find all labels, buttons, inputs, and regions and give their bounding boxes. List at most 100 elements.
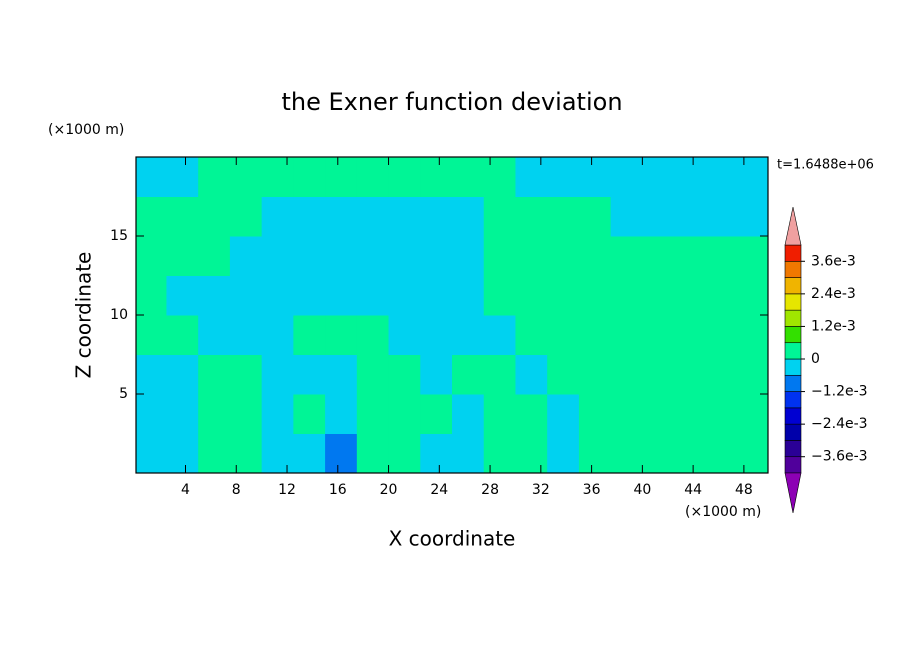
contour-cell bbox=[642, 196, 675, 237]
colorbar-box bbox=[784, 374, 802, 392]
contour-cell bbox=[578, 236, 612, 276]
contour-cell bbox=[198, 354, 231, 395]
colorbar-box bbox=[784, 407, 802, 425]
contour-cell bbox=[136, 275, 167, 316]
contour-cell bbox=[452, 196, 485, 237]
contour-cell bbox=[515, 315, 548, 355]
contour-cell bbox=[705, 354, 739, 395]
contour-cell bbox=[737, 315, 769, 355]
contour-cell bbox=[610, 394, 643, 434]
contour-cell bbox=[166, 315, 199, 355]
contour-cell bbox=[642, 394, 675, 434]
contour-cell bbox=[356, 275, 390, 316]
chart-title: the Exner function deviation bbox=[281, 88, 622, 116]
contour-cell bbox=[198, 315, 231, 355]
x-tick-label: 28 bbox=[481, 482, 499, 498]
contour-cell bbox=[452, 394, 485, 434]
contour-cell bbox=[610, 196, 643, 237]
colorbar-tick-label: −2.4e-3 bbox=[811, 416, 868, 432]
contour-cell bbox=[136, 433, 167, 474]
contour-cell bbox=[705, 196, 739, 237]
x-tick-label: 40 bbox=[633, 482, 651, 498]
contour-cell bbox=[737, 433, 769, 474]
contour-cell bbox=[293, 157, 326, 197]
contour-cell bbox=[293, 433, 326, 474]
contour-cell bbox=[705, 394, 739, 434]
contour-cell bbox=[388, 433, 421, 474]
contour-cell bbox=[166, 275, 199, 316]
contour-cell bbox=[452, 315, 485, 355]
contour-cell bbox=[515, 236, 548, 276]
contour-cell bbox=[356, 157, 390, 197]
x-tick-label: 36 bbox=[583, 482, 601, 498]
colorbar-box bbox=[784, 440, 802, 458]
contour-cell bbox=[261, 196, 294, 237]
contour-cell bbox=[483, 354, 516, 395]
contour-cell bbox=[578, 354, 612, 395]
contour-cell bbox=[642, 433, 675, 474]
x-tick-label: 4 bbox=[181, 482, 190, 498]
contour-cell bbox=[737, 354, 769, 395]
x-tick-label: 32 bbox=[532, 482, 550, 498]
contour-cell bbox=[420, 236, 453, 276]
contour-cell bbox=[420, 394, 453, 434]
contour-cell bbox=[737, 394, 769, 434]
contour-cell bbox=[674, 236, 707, 276]
contour-cell bbox=[674, 275, 707, 316]
contour-cell bbox=[261, 315, 294, 355]
contour-cell bbox=[229, 196, 263, 237]
contour-cell bbox=[547, 196, 580, 237]
contour-cell bbox=[420, 433, 453, 474]
contour-cell bbox=[261, 394, 294, 434]
contour-cell bbox=[198, 433, 231, 474]
contour-cell bbox=[166, 236, 199, 276]
contour-cell bbox=[483, 275, 516, 316]
contour-cell bbox=[261, 157, 294, 197]
x-tick-label: 8 bbox=[232, 482, 241, 498]
contour-cell bbox=[229, 354, 263, 395]
contour-cell bbox=[293, 196, 326, 237]
colorbar-box bbox=[784, 277, 802, 295]
contour-cell bbox=[229, 157, 263, 197]
contour-cell bbox=[293, 275, 326, 316]
contour-cell bbox=[610, 315, 643, 355]
contour-cell bbox=[705, 275, 739, 316]
colorbar-tick-label: 0 bbox=[811, 351, 820, 367]
colorbar-box bbox=[784, 293, 802, 311]
contour-cell bbox=[388, 196, 421, 237]
contour-cell bbox=[578, 275, 612, 316]
contour-cell bbox=[229, 433, 263, 474]
contour-cell bbox=[483, 157, 516, 197]
colorbar-box bbox=[784, 342, 802, 360]
contour-cell bbox=[325, 315, 358, 355]
contour-cell bbox=[515, 157, 548, 197]
contour-cell bbox=[325, 275, 358, 316]
colorbar-over bbox=[784, 206, 802, 246]
contour-cell bbox=[610, 354, 643, 395]
contour-cell bbox=[261, 275, 294, 316]
contour-cell bbox=[705, 236, 739, 276]
contour-cell bbox=[547, 236, 580, 276]
contour-cell bbox=[674, 433, 707, 474]
colorbar-tick-label: −3.6e-3 bbox=[811, 449, 868, 465]
contour-cell bbox=[610, 236, 643, 276]
contour-cell bbox=[198, 157, 231, 197]
contour-cell bbox=[325, 236, 358, 276]
contour-cell bbox=[547, 394, 580, 434]
colorbar-tick-label: 2.4e-3 bbox=[811, 286, 856, 302]
y-unit: (×1000 m) bbox=[48, 122, 124, 138]
contour-cell bbox=[325, 433, 358, 474]
contour-cell bbox=[547, 157, 580, 197]
x-tick-label: 16 bbox=[329, 482, 347, 498]
contour-cell bbox=[483, 196, 516, 237]
contour-cell bbox=[388, 236, 421, 276]
x-tick-label: 48 bbox=[735, 482, 753, 498]
contour-cell bbox=[547, 315, 580, 355]
contour-cell bbox=[642, 236, 675, 276]
contour-cell bbox=[166, 157, 199, 197]
contour-cell bbox=[198, 275, 231, 316]
contour-cell bbox=[642, 315, 675, 355]
contour-cell bbox=[420, 275, 453, 316]
contour-cell bbox=[293, 236, 326, 276]
contour-cell bbox=[578, 433, 612, 474]
